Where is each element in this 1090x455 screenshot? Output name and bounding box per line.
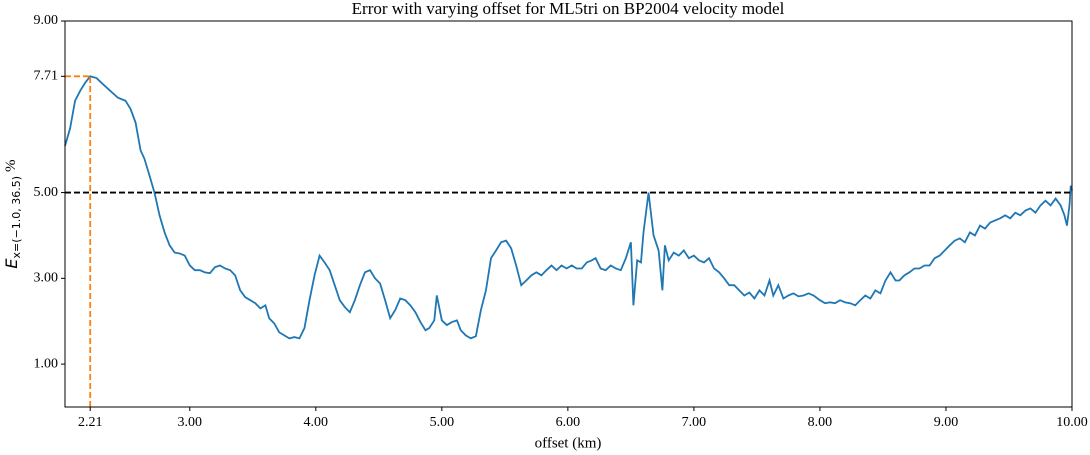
- y-tick-label: 5.00: [34, 185, 59, 200]
- x-tick-label: 10.00: [1056, 415, 1088, 430]
- x-tick-label: 4.00: [304, 415, 329, 430]
- y-label-unit: %: [3, 159, 19, 172]
- x-tick-label: 7.00: [682, 415, 707, 430]
- plot-frame: [64, 20, 1073, 408]
- y-tick-label: 1.00: [34, 356, 59, 371]
- data-line: [64, 75, 1073, 340]
- y-label-subscript: x=(−1.0, 36.5): [10, 176, 23, 259]
- chart-title: Error with varying offset for ML5tri on …: [352, 0, 785, 18]
- y-tick-label: 3.00: [34, 271, 59, 286]
- x-tick-label: 8.00: [808, 415, 833, 430]
- y-tick-label: 9.00: [34, 13, 59, 28]
- x-tick-label: 9.00: [934, 415, 959, 430]
- x-tick-label: 3.00: [178, 415, 203, 430]
- x-tick-label: 2.21: [78, 415, 103, 430]
- x-axis-label: offset (km): [535, 435, 602, 451]
- y-axis-label: Ex=(−1.0, 36.5)%: [2, 159, 24, 268]
- y-tick-label: 7.71: [34, 69, 59, 84]
- x-tick-label: 5.00: [430, 415, 455, 430]
- x-tick-label: 6.00: [556, 415, 581, 430]
- y-label-symbol: E: [2, 258, 21, 269]
